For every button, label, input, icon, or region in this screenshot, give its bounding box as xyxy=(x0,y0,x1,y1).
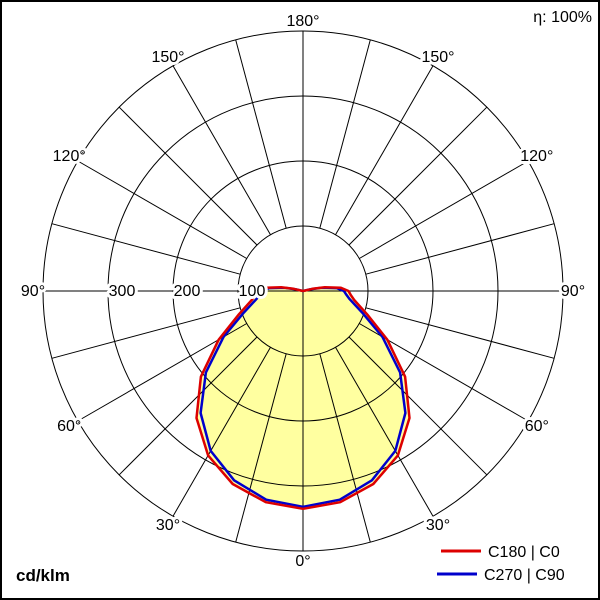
angle-label: 180° xyxy=(286,13,319,30)
legend-label-c270-c90: C270 | C90 xyxy=(484,567,565,584)
grid-layer xyxy=(42,30,564,552)
grid-spoke xyxy=(365,223,555,275)
grid-spoke xyxy=(319,353,371,543)
curve-c180-c0 xyxy=(195,285,411,511)
grid-spoke xyxy=(51,223,241,275)
grid-spoke xyxy=(172,347,271,517)
angle-label: 90° xyxy=(21,283,45,300)
grid-spoke xyxy=(235,39,287,229)
unit-label: cd/klm xyxy=(16,566,70,585)
curve-c270-c90 xyxy=(199,286,407,509)
grid-spoke xyxy=(118,336,258,476)
curves-layer xyxy=(195,285,411,511)
legend-label-c180-c0: C180 | C0 xyxy=(488,544,560,561)
grid-spoke xyxy=(51,307,241,359)
grid-spoke xyxy=(335,347,434,517)
grid-spoke xyxy=(235,353,287,543)
angle-label: 30° xyxy=(426,517,450,534)
labels-layer: 100 200 300 180° 150° 150° 120° 120° 90° 90° 60° 60… xyxy=(18,10,588,573)
angle-label: 150° xyxy=(151,49,184,66)
angle-label: 0° xyxy=(295,553,310,570)
efficiency-label: η: 100% xyxy=(533,9,592,26)
grid-spoke xyxy=(359,160,529,259)
grid-spoke xyxy=(335,65,434,235)
grid-spoke xyxy=(77,160,247,259)
grid-spoke xyxy=(319,39,371,229)
grid-spoke xyxy=(118,106,258,246)
angle-label: 60° xyxy=(525,418,549,435)
angle-label: 90° xyxy=(561,283,585,300)
angle-label: 120° xyxy=(520,148,553,165)
grid-spoke xyxy=(348,336,488,476)
grid-spoke xyxy=(348,106,488,246)
legend: C180 | C0 C270 | C90 xyxy=(437,544,565,584)
ring-value-label: 100 xyxy=(239,283,266,300)
ring-value-label: 200 xyxy=(174,283,201,300)
grid-spoke xyxy=(172,65,271,235)
grid-spoke xyxy=(365,307,555,359)
angle-label: 150° xyxy=(421,49,454,66)
angle-label: 120° xyxy=(53,148,86,165)
angle-label: 60° xyxy=(57,418,81,435)
angle-label: 30° xyxy=(156,517,180,534)
ring-value-label: 300 xyxy=(109,283,136,300)
